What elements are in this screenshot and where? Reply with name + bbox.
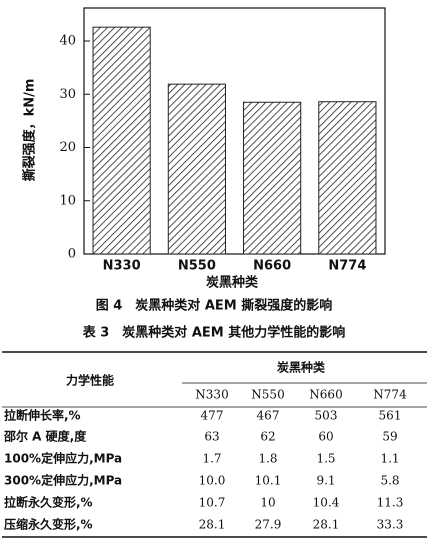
table-cell: 59 xyxy=(382,430,397,444)
row-label: 压缩永久变形,% xyxy=(4,517,93,532)
x-tick-label: N330 xyxy=(103,259,141,274)
table-cell: 477 xyxy=(201,409,224,423)
table-cell: 1.5 xyxy=(316,452,335,466)
row-label: 拉断伸长率,% xyxy=(4,408,81,423)
table-cell: 10.4 xyxy=(313,496,340,510)
column-header: N774 xyxy=(373,388,407,402)
row-label: 拉断永久变形,% xyxy=(4,495,93,510)
bar xyxy=(318,101,377,255)
table-cell: 62 xyxy=(260,430,275,444)
x-tick-label: N660 xyxy=(253,259,291,274)
table-cell: 28.1 xyxy=(313,518,340,532)
y-tick-label: 40 xyxy=(59,34,76,49)
table-title: 表 3 炭黑种类对 AEM 其他力学性能的影响 xyxy=(82,325,346,341)
row-header: 力学性能 xyxy=(66,373,114,388)
y-tick-label: 0 xyxy=(68,247,76,262)
table-cell: 10 xyxy=(260,496,275,510)
y-tick-label: 30 xyxy=(59,87,76,102)
column-header: N330 xyxy=(195,388,228,402)
bar xyxy=(243,101,302,255)
table-cell: 1.7 xyxy=(202,452,221,466)
table-cell: 10.0 xyxy=(199,474,226,488)
table-cell: 1.1 xyxy=(380,452,399,466)
table-cell: 561 xyxy=(379,409,402,423)
x-axis-label: 炭黑种类 xyxy=(206,275,259,291)
table-cell: 1.8 xyxy=(258,452,277,466)
table-cell: 10.1 xyxy=(255,474,282,488)
table-cell: 33.3 xyxy=(377,518,404,532)
table-cell: 60 xyxy=(318,430,333,444)
x-tick-label: N550 xyxy=(178,259,216,274)
table-cell: 9.1 xyxy=(316,474,335,488)
column-header: N660 xyxy=(309,388,342,402)
figure-caption: 图 4 炭黑种类对 AEM 撕裂强度的影响 xyxy=(96,298,333,314)
table: 力学性能 炭黑种类 N330 N550 N660 N774 拉断伸长率,% 477 467 503… xyxy=(2,351,427,538)
table-cell: 27.9 xyxy=(255,518,282,532)
x-tick-label: N774 xyxy=(328,259,366,274)
bar xyxy=(167,83,226,255)
table-cell: 10.7 xyxy=(199,496,226,510)
row-label: 100%定伸应力,MPa xyxy=(4,451,122,466)
y-tick-label: 10 xyxy=(59,193,76,208)
table-cell: 467 xyxy=(257,409,280,423)
table-cell: 11.3 xyxy=(377,496,404,510)
group-header: 炭黑种类 xyxy=(277,360,326,375)
row-label: 邵尔 A 硬度,度 xyxy=(3,429,87,444)
bar xyxy=(92,26,151,255)
plot-frame xyxy=(83,7,386,255)
table-cell: 5.8 xyxy=(380,474,399,488)
column-header: N550 xyxy=(251,388,284,402)
table-cell: 28.1 xyxy=(199,518,226,532)
table-cell: 63 xyxy=(204,430,219,444)
row-label: 300%定伸应力,MPa xyxy=(4,473,122,488)
table-cell: 503 xyxy=(315,409,338,423)
y-tick-label: 20 xyxy=(59,140,76,155)
y-axis-label: 撕裂强度，kN/m xyxy=(22,79,38,182)
